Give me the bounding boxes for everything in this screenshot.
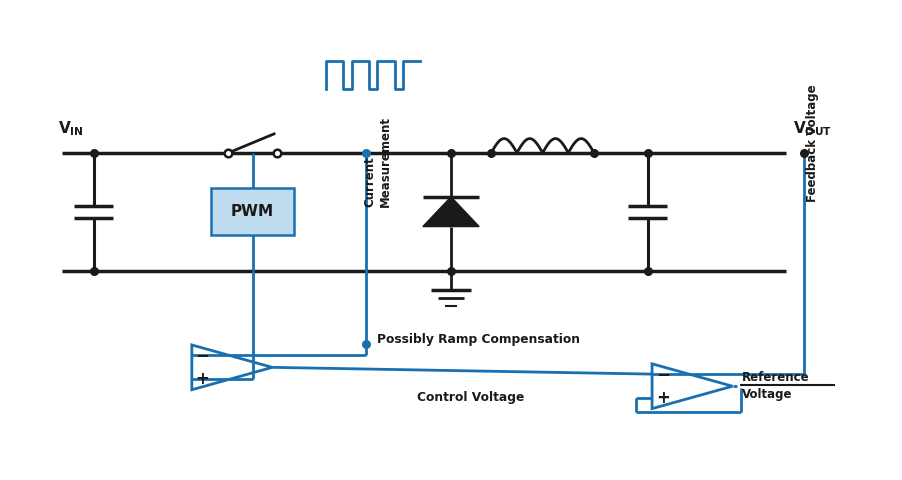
FancyBboxPatch shape	[211, 188, 294, 235]
Text: Feedback Voltage: Feedback Voltage	[806, 84, 819, 202]
Text: Current
Measurement: Current Measurement	[364, 116, 391, 207]
Text: Voltage: Voltage	[741, 388, 792, 401]
Text: Reference: Reference	[741, 371, 809, 384]
Polygon shape	[423, 197, 479, 227]
Text: Control Voltage: Control Voltage	[417, 391, 524, 404]
Text: −: −	[656, 365, 670, 383]
Text: PWM: PWM	[231, 204, 274, 219]
Text: +: +	[656, 389, 670, 408]
Text: −: −	[196, 346, 209, 364]
Text: $\mathbf{V_{OUT}}$: $\mathbf{V_{OUT}}$	[793, 119, 833, 138]
Text: Possibly Ramp Compensation: Possibly Ramp Compensation	[377, 333, 580, 346]
Text: +: +	[196, 371, 209, 388]
Text: $\mathbf{V_{IN}}$: $\mathbf{V_{IN}}$	[58, 119, 84, 138]
